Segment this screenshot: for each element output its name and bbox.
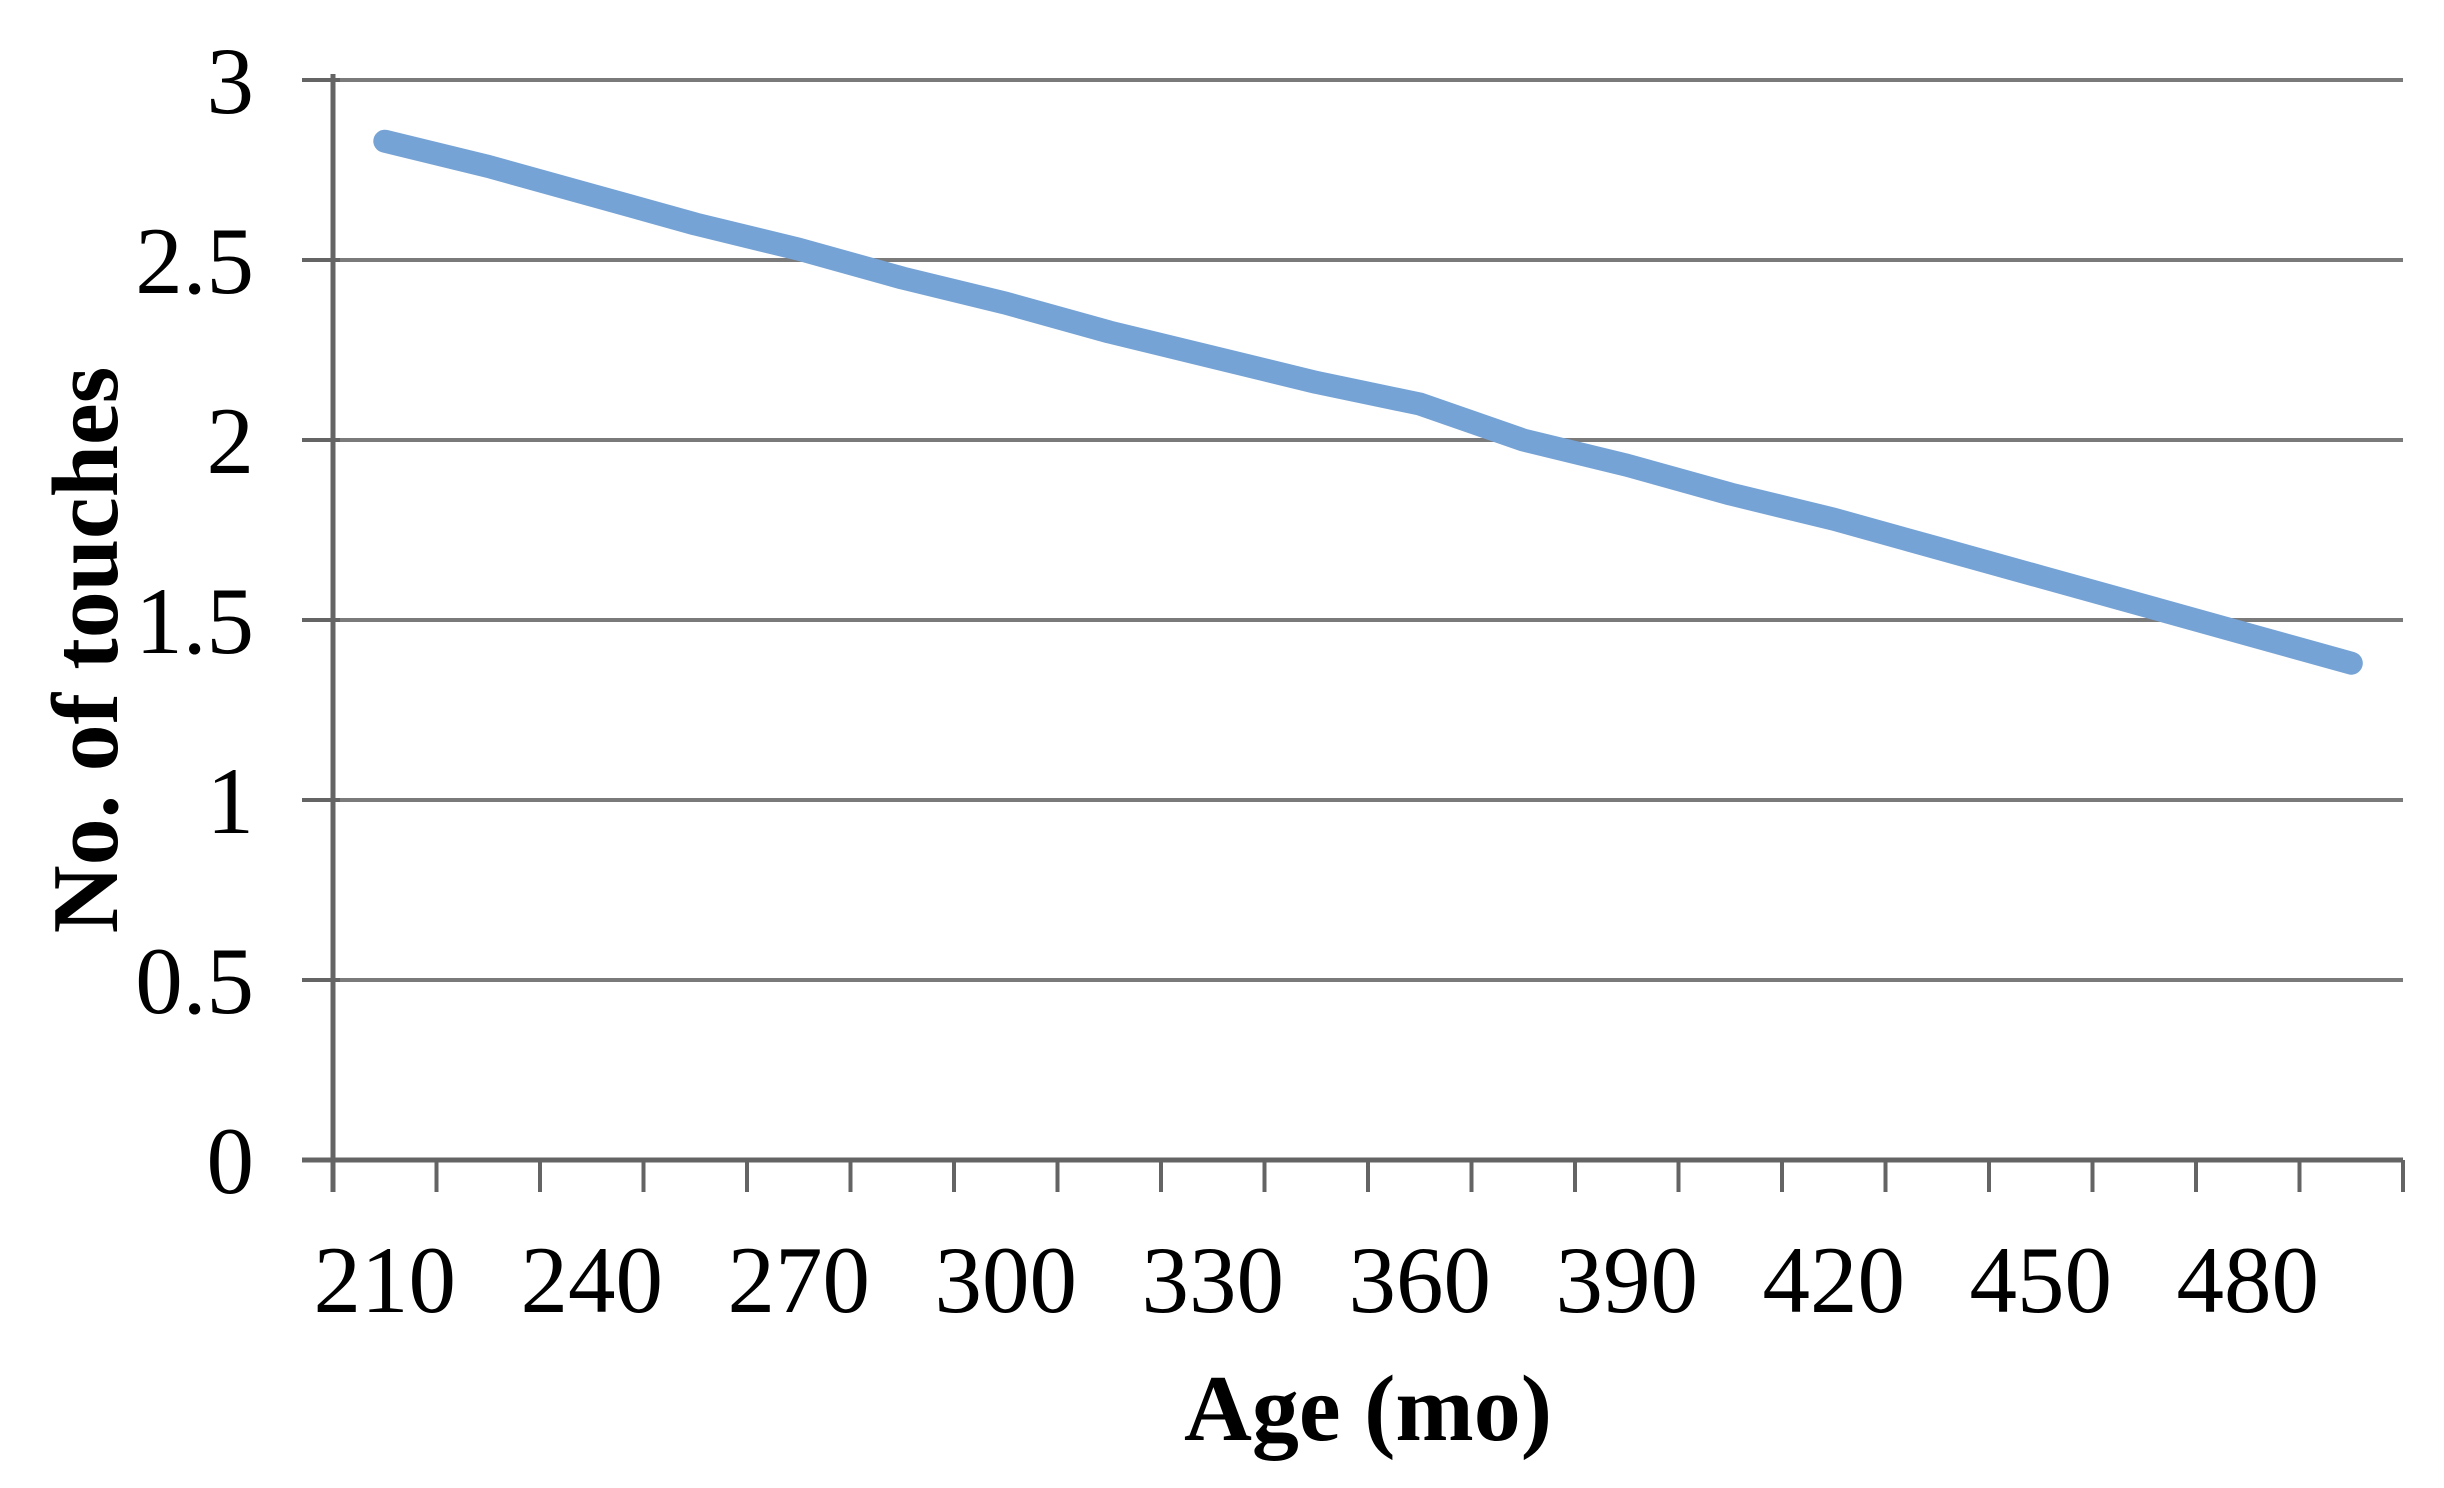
tick-labels: 0 0.5 1 1.5 2 2.5 3 210 240 270 300 330 360 390 420 450… [135, 28, 2319, 1333]
y-tick-label: 0 [207, 1108, 255, 1214]
x-tick-label: 240 [521, 1227, 664, 1333]
x-axis-title: Age (mo) [1183, 1357, 1553, 1461]
y-tick-label: 2.5 [135, 208, 254, 314]
x-tick-label: 270 [728, 1227, 871, 1333]
axes [302, 74, 2403, 1192]
y-tick-label: 3 [207, 28, 255, 134]
x-tick-label: 360 [1349, 1227, 1492, 1333]
x-tick-label: 330 [1142, 1227, 1285, 1333]
x-tick-label: 480 [2177, 1227, 2320, 1333]
y-axis-title: No. of touches [34, 366, 138, 934]
tick-marks [302, 78, 2405, 1192]
y-tick-label: 2 [207, 388, 255, 494]
data-series [373, 129, 2363, 675]
x-tick-label: 210 [314, 1227, 457, 1333]
gridlines [333, 78, 2403, 1162]
y-tick-label: 1.5 [135, 568, 254, 674]
x-tick-label: 450 [1970, 1227, 2113, 1333]
series-line-no-of-touches [373, 129, 2363, 675]
x-tick-label: 300 [935, 1227, 1078, 1333]
y-tick-label: 0.5 [135, 928, 254, 1034]
x-tick-label: 420 [1763, 1227, 1906, 1333]
y-tick-label: 1 [207, 748, 255, 854]
x-tick-label: 390 [1556, 1227, 1699, 1333]
